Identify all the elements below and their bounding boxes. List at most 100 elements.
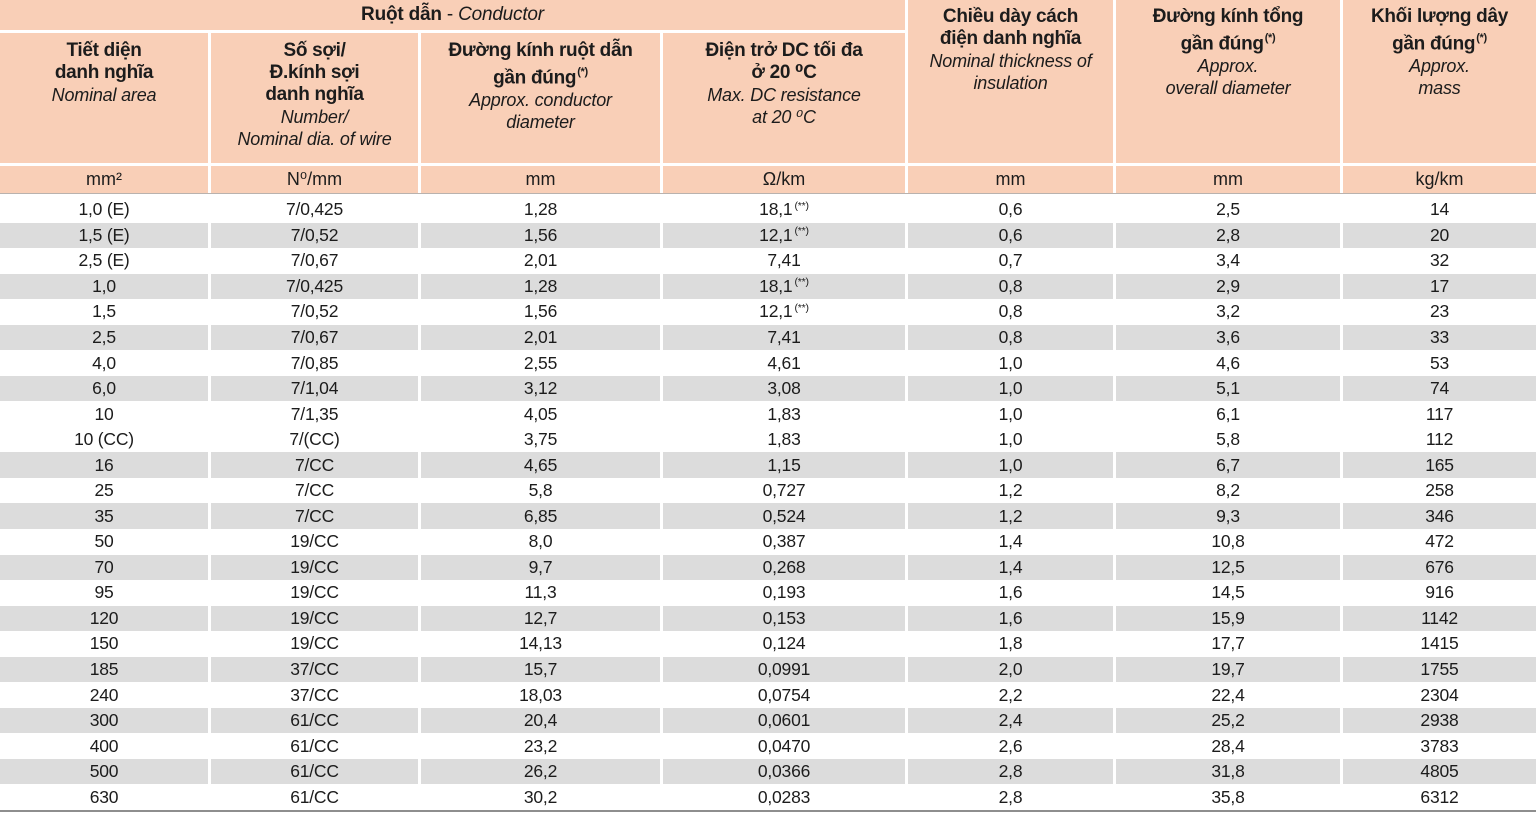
table-cell-dc-resistance: 0,0366 [660, 758, 905, 785]
table-cell-overall-diameter: 2,5 [1113, 197, 1340, 223]
cell-value: 6,1 [1216, 403, 1240, 424]
table-cell-conductor-diameter: 11,3 [418, 580, 660, 606]
table-row: 1,0 7/0,425 1,28 18,1 (**) 0,8 2,9 17 [0, 273, 1536, 300]
cell-value: 7/1,04 [290, 378, 339, 399]
table-cell-mass: 346 [1340, 503, 1536, 530]
cell-value: 19/CC [290, 607, 339, 628]
table-cell-nominal-area: 500 [0, 758, 208, 785]
cell-value: 28,4 [1211, 735, 1245, 756]
cell-value: 165 [1425, 454, 1454, 475]
cell-value: 14,5 [1211, 582, 1245, 603]
cell-value: 10 [94, 403, 114, 424]
table-cell-mass: 112 [1340, 426, 1536, 453]
table-cell-mass: 14 [1340, 197, 1536, 223]
table-row: 300 61/CC 20,4 0,0601 2,4 25,2 2938 [0, 707, 1536, 734]
cell-value: 676 [1425, 556, 1454, 577]
cell-value: 0,524 [762, 505, 806, 526]
cell-value: 61/CC [290, 735, 339, 756]
table-cell-overall-diameter: 2,8 [1113, 222, 1340, 249]
table-cell-overall-diameter: 28,4 [1113, 733, 1340, 759]
cell-value: 1,28 [523, 275, 558, 296]
table-cell-nominal-area: 1,0 [0, 273, 208, 300]
table-cell-overall-diameter: 19,7 [1113, 656, 1340, 683]
table-cell-number-wire-dia: 7/1,04 [208, 375, 418, 402]
table-cell-number-wire-dia: 61/CC [208, 707, 418, 734]
column-header-conductor-diameter: Đường kính ruột dẫn gần đúng(*) Approx. co… [418, 33, 660, 163]
cell-value: 7/CC [294, 454, 335, 475]
table-row: 95 19/CC 11,3 0,193 1,6 14,5 916 [0, 580, 1536, 606]
cell-value: 1,0 [998, 454, 1023, 475]
table-cell-mass: 74 [1340, 375, 1536, 402]
table-cell-nominal-area: 150 [0, 631, 208, 657]
column-header-en-line: Nominal area [51, 85, 157, 105]
cell-value: 4,65 [523, 454, 558, 475]
cell-value: 0,8 [998, 301, 1023, 322]
column-header-en-line: diameter [506, 112, 575, 133]
cell-value: 23,2 [523, 735, 558, 756]
cell-value: 117 [1425, 403, 1454, 424]
table-row: 6,0 7/1,04 3,12 3,08 1,0 5,1 74 [0, 375, 1536, 402]
cell-value: 916 [1425, 582, 1454, 603]
cell-value: 8,0 [528, 531, 553, 552]
cell-value: 6,7 [1216, 454, 1240, 475]
cell-value: 14,13 [519, 633, 562, 654]
cell-value: 0,727 [762, 480, 806, 501]
table-cell-conductor-diameter: 2,01 [418, 248, 660, 274]
cell-value: 0,6 [998, 224, 1023, 245]
cell-value: 11,3 [524, 582, 557, 603]
table-cell-dc-resistance: 0,153 [660, 605, 905, 632]
table-cell-nominal-area: 10 (CC) [0, 426, 208, 453]
cell-value: 3,6 [1216, 326, 1240, 347]
cell-value: 400 [89, 735, 119, 756]
cell-value: 1,56 [523, 301, 558, 322]
table-cell-overall-diameter: 22,4 [1113, 682, 1340, 708]
table-cell-mass: 2938 [1340, 707, 1536, 734]
table-cell-insulation-thickness: 0,8 [905, 299, 1113, 325]
column-header-vi-line: Đ.kính sợi [269, 62, 360, 83]
table-cell-insulation-thickness: 1,0 [905, 426, 1113, 453]
cell-value: 2,55 [523, 352, 558, 373]
table-cell-nominal-area: 300 [0, 707, 208, 734]
cell-value: 4,61 [767, 352, 801, 373]
table-cell-conductor-diameter: 2,55 [418, 350, 660, 376]
cell-value: 0,0470 [757, 735, 811, 756]
table-cell-mass: 676 [1340, 554, 1536, 581]
table-cell-number-wire-dia: 7/(CC) [208, 426, 418, 453]
table-cell-insulation-thickness: 1,6 [905, 580, 1113, 606]
table-cell-nominal-area: 6,0 [0, 375, 208, 402]
table-cell-dc-resistance: 0,0754 [660, 682, 905, 708]
table-cell-dc-resistance: 12,1 (**) [660, 222, 905, 249]
table-cell-overall-diameter: 8,2 [1113, 477, 1340, 504]
cell-value: 1,6 [998, 607, 1023, 628]
column-header-vi-line: Khối lượng dây [1370, 6, 1509, 27]
cell-value: 14 [1429, 199, 1450, 220]
footnote-marker: (**) [794, 276, 809, 289]
table-cell-conductor-diameter: 1,28 [418, 197, 660, 223]
column-header-en-line: Approx. [1197, 56, 1259, 77]
table-cell-conductor-diameter: 9,7 [418, 554, 660, 581]
table-cell-nominal-area: 95 [0, 580, 208, 606]
table-cell-dc-resistance: 0,524 [660, 503, 905, 530]
cell-value: 500 [89, 761, 119, 782]
cell-value: 0,8 [998, 275, 1023, 296]
table-cell-mass: 3783 [1340, 733, 1536, 759]
table-cell-number-wire-dia: 7/0,52 [208, 299, 418, 325]
cell-value: 61/CC [290, 710, 339, 731]
table-cell-overall-diameter: 2,9 [1113, 273, 1340, 300]
table-cell-number-wire-dia: 37/CC [208, 656, 418, 683]
cell-value: 7/CC [294, 505, 335, 526]
cell-value: 2,5 [1216, 199, 1240, 220]
table-cell-number-wire-dia: 19/CC [208, 605, 418, 632]
table-row: 2,5 (E) 7/0,67 2,01 7,41 0,7 3,4 32 [0, 248, 1536, 274]
cell-value: 3,2 [1216, 301, 1240, 322]
table-cell-number-wire-dia: 7/0,67 [208, 324, 418, 351]
table-cell-number-wire-dia: 19/CC [208, 580, 418, 606]
table-cell-nominal-area: 240 [0, 682, 208, 708]
table-cell-dc-resistance: 1,83 [660, 401, 905, 427]
cell-value: 0,0991 [757, 659, 811, 679]
cell-value: 2,6 [998, 735, 1023, 756]
cell-value: 1,6 [998, 582, 1023, 603]
table-cell-dc-resistance: 0,0601 [660, 707, 905, 734]
cell-value: 7/0,85 [290, 352, 339, 373]
cell-value: 7/0,67 [290, 326, 339, 347]
